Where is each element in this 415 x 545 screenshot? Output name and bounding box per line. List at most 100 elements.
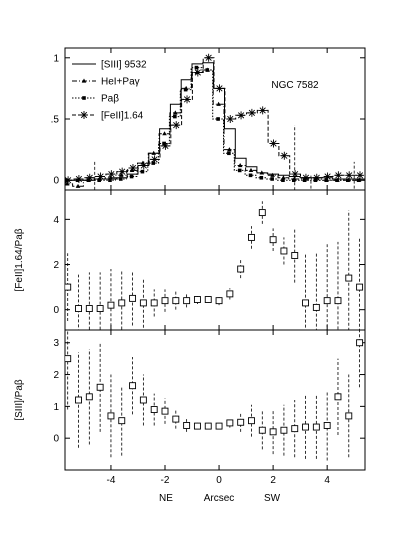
panel-profiles: 0.51 NGC 7582 [SIII] 9532HeI+PaγPaβ[FeII… xyxy=(51,47,366,191)
series-marker xyxy=(183,95,192,104)
data-point xyxy=(312,423,320,431)
data-point xyxy=(291,425,299,433)
data-point xyxy=(107,412,115,420)
series-marker xyxy=(118,172,124,177)
series-marker xyxy=(96,172,105,181)
series-marker xyxy=(97,178,101,183)
series-marker xyxy=(335,178,339,183)
series-marker xyxy=(183,87,188,92)
series-marker xyxy=(118,167,127,176)
series-marker xyxy=(172,121,181,130)
series-marker xyxy=(162,141,166,146)
panel-siii-ratio: 0 1 2 3 -4 -2 0 2 4 [SIII]/Paβ xyxy=(14,329,366,486)
series-marker xyxy=(247,108,256,117)
data-point xyxy=(85,305,93,312)
series-marker xyxy=(80,111,88,119)
data-point xyxy=(237,265,245,273)
y-tick-label: 4 xyxy=(53,215,59,226)
data-point xyxy=(248,233,255,241)
series-marker xyxy=(74,174,83,183)
series-marker xyxy=(118,177,123,181)
series-marker xyxy=(150,155,159,164)
series-marker xyxy=(128,163,137,172)
series-marker xyxy=(237,111,246,120)
data-point xyxy=(129,294,137,302)
series-marker xyxy=(312,173,321,182)
direction-label-ne: NE xyxy=(159,493,173,504)
panel-feii-ratio-points xyxy=(65,201,364,330)
series-marker xyxy=(269,139,278,148)
x-tick-label: -4 xyxy=(106,475,115,486)
x-axis-label: Arcsec xyxy=(204,493,235,504)
panel-feii-ratio-y-label: [FeII]1.64/Paβ xyxy=(14,228,25,291)
data-point xyxy=(161,297,169,305)
data-point xyxy=(269,236,277,244)
series-marker xyxy=(82,96,86,100)
series-marker xyxy=(291,178,296,183)
y-tick-label: .5 xyxy=(51,115,60,126)
data-point xyxy=(302,299,309,307)
data-point xyxy=(139,299,147,307)
series-marker xyxy=(313,178,318,183)
series-line xyxy=(65,69,365,187)
series-marker xyxy=(173,114,177,119)
series-marker xyxy=(291,170,300,179)
legend-entry: [FeII]1.64 xyxy=(101,111,144,122)
series-marker xyxy=(85,173,94,182)
panel-siii-ratio-frame xyxy=(64,329,366,471)
data-point xyxy=(118,299,126,307)
data-point xyxy=(193,422,201,430)
legend: [SIII] 9532 HeI+Paγ Paβ [FeII]1.64 xyxy=(72,60,147,122)
data-point xyxy=(215,297,223,305)
data-point xyxy=(139,396,147,404)
y-tick-label: 0 xyxy=(53,305,59,316)
series-marker xyxy=(107,170,116,179)
series-marker xyxy=(345,171,354,180)
series-marker xyxy=(237,163,243,168)
series-marker xyxy=(259,175,264,180)
series-marker xyxy=(151,150,157,155)
data-point xyxy=(107,301,115,309)
series-marker xyxy=(65,181,70,186)
series-marker xyxy=(75,183,81,188)
y-tick-label: 2 xyxy=(53,370,59,381)
data-point xyxy=(323,422,331,429)
series-marker xyxy=(227,147,232,152)
series-marker xyxy=(226,115,235,123)
y-tick-label: 3 xyxy=(53,338,59,349)
series-marker xyxy=(270,177,274,181)
series-marker xyxy=(248,173,253,178)
series-marker xyxy=(151,161,156,165)
series-marker xyxy=(346,178,350,183)
series-marker xyxy=(140,169,145,174)
y-tick-label: 2 xyxy=(53,260,59,271)
data-point xyxy=(150,406,158,413)
data-point xyxy=(129,382,137,390)
series-marker xyxy=(215,84,224,93)
panel-feii-ratio-y-ticks: 0 2 4 xyxy=(53,215,365,316)
data-point xyxy=(248,417,255,425)
data-point xyxy=(183,297,191,305)
panel-profiles-series xyxy=(65,53,365,190)
series-marker xyxy=(193,68,202,77)
data-point xyxy=(237,418,245,426)
series-marker xyxy=(139,161,148,170)
series-marker xyxy=(248,167,254,173)
data-point xyxy=(150,299,158,307)
data-point xyxy=(215,422,223,430)
series-marker xyxy=(129,174,134,179)
data-point xyxy=(334,393,342,401)
series-marker xyxy=(259,170,265,175)
panel-siii-ratio-y-label: [SIII]/Paβ xyxy=(14,379,25,421)
data-point xyxy=(226,419,234,427)
data-point xyxy=(85,393,93,401)
data-point xyxy=(334,297,342,305)
data-point xyxy=(172,415,180,423)
data-point xyxy=(204,422,212,430)
data-point xyxy=(280,426,288,434)
panel-feii-ratio-frame xyxy=(64,189,366,331)
series-marker xyxy=(323,172,332,181)
series-marker xyxy=(281,175,286,180)
y-tick-label: 0 xyxy=(53,434,59,445)
series-marker xyxy=(108,175,113,180)
